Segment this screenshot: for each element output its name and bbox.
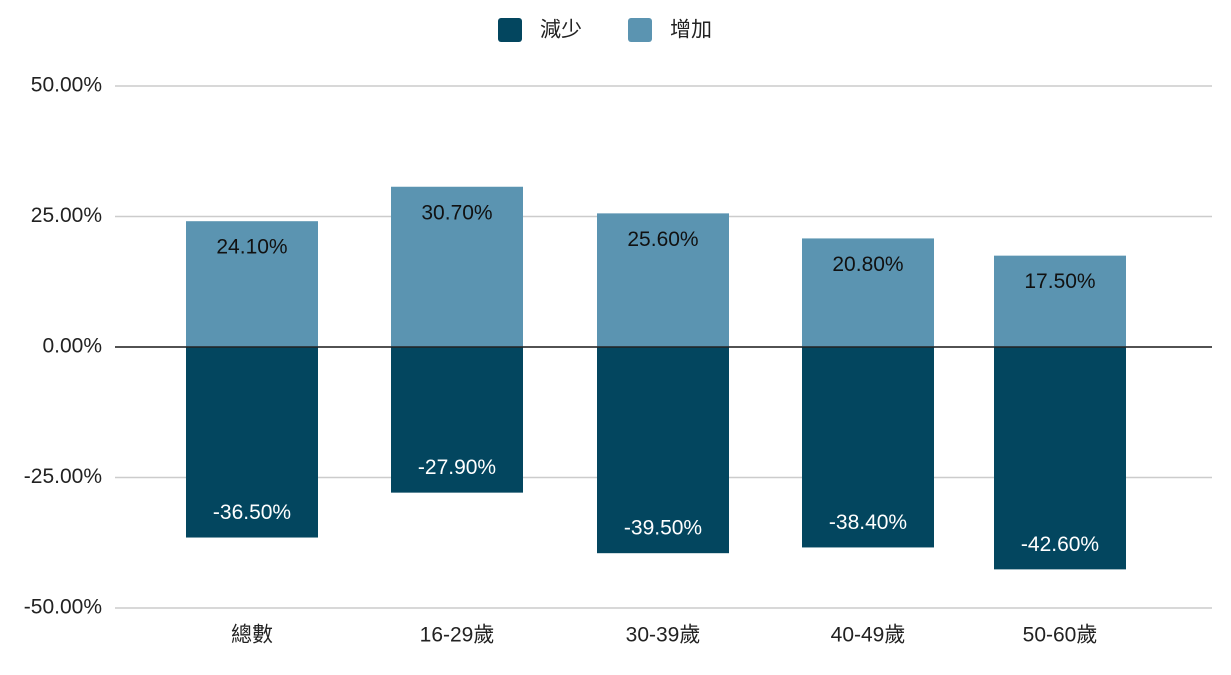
- x-tick-label: 40-49歲: [831, 624, 906, 647]
- legend-swatch: [498, 18, 522, 42]
- bar: [597, 213, 729, 347]
- bar: [597, 347, 729, 554]
- data-label: -27.90%: [418, 456, 496, 479]
- x-tick-label: 16-29歲: [420, 624, 495, 647]
- bar: [391, 347, 523, 493]
- x-tick-label: 總數: [231, 624, 273, 647]
- legend-label: 減少: [540, 19, 582, 42]
- x-tick-label: 30-39歲: [626, 624, 701, 647]
- bar: [391, 186, 523, 347]
- bar: [802, 238, 934, 347]
- data-label: -38.40%: [829, 511, 907, 534]
- bar: [186, 347, 318, 538]
- y-tick-label: -50.00%: [24, 596, 102, 619]
- x-tick-label: 50-60歲: [1023, 624, 1098, 647]
- data-label: 25.60%: [627, 228, 698, 251]
- data-label: 24.10%: [216, 236, 287, 259]
- legend-swatch: [628, 18, 652, 42]
- data-label: 20.80%: [832, 253, 903, 276]
- data-label: -42.60%: [1021, 533, 1099, 556]
- bar: [802, 347, 934, 548]
- y-tick-label: 25.00%: [31, 204, 102, 227]
- bar: [994, 255, 1126, 347]
- bar: [186, 221, 318, 347]
- y-tick-label: 50.00%: [31, 74, 102, 97]
- y-tick-label: 0.00%: [42, 335, 102, 358]
- y-tick-label: -25.00%: [24, 465, 102, 488]
- bar: [994, 347, 1126, 570]
- legend-label: 增加: [670, 19, 712, 42]
- data-label: -39.50%: [624, 517, 702, 540]
- data-label: -36.50%: [213, 501, 291, 524]
- data-label: 30.70%: [421, 201, 492, 224]
- data-label: 17.50%: [1024, 270, 1095, 293]
